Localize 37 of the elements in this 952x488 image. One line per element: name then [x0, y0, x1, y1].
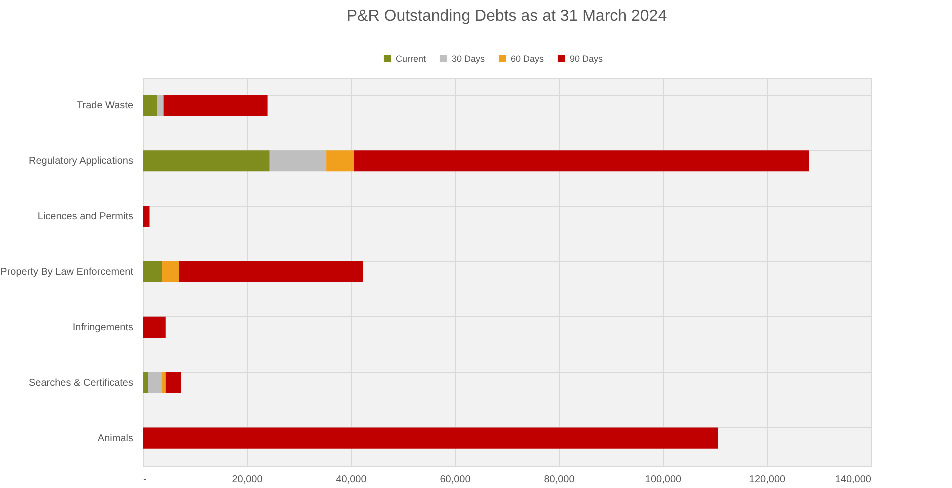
bar [162, 372, 166, 394]
bar [354, 150, 810, 172]
x-tick-label: 80,000 [544, 474, 576, 486]
legend-label: 30 Days [452, 54, 486, 64]
bar [148, 372, 162, 394]
y-tick-label: Searches & Certificates [29, 378, 134, 389]
x-tick-label: 140,000 [835, 474, 872, 486]
x-tick-label: - [144, 474, 147, 486]
bar [270, 150, 327, 172]
legend-label: Current [396, 54, 427, 64]
x-tick-label: 60,000 [440, 474, 472, 486]
y-tick-label: Property By Law Enforcement [0, 267, 134, 278]
legend-label: 60 Days [511, 54, 545, 64]
bar [143, 206, 150, 228]
x-tick-label: 100,000 [645, 474, 682, 486]
bar [143, 150, 270, 172]
y-tick-label: Regulatory Applications [28, 156, 134, 168]
x-tick-label: 20,000 [232, 474, 264, 486]
x-tick-label: 40,000 [336, 474, 368, 486]
chart-title: P&R Outstanding Debts as at 31 March 2024 [346, 8, 668, 25]
bar [166, 372, 182, 394]
bar [157, 95, 164, 116]
y-tick-label: Trade Waste [77, 100, 134, 112]
bar [179, 261, 364, 283]
bar [143, 372, 148, 394]
legend-label: 90 Days [570, 54, 604, 64]
bar [143, 316, 166, 338]
bar [143, 95, 158, 116]
bar [143, 428, 718, 449]
y-tick-label: Animals [98, 433, 134, 444]
x-tick-label: 120,000 [749, 474, 786, 486]
bar [162, 261, 180, 283]
bar [164, 95, 268, 116]
bar [326, 150, 354, 172]
bar [143, 261, 162, 283]
y-tick-label: Infringements [72, 322, 134, 334]
y-tick-label: Licences and Permits [38, 212, 134, 223]
